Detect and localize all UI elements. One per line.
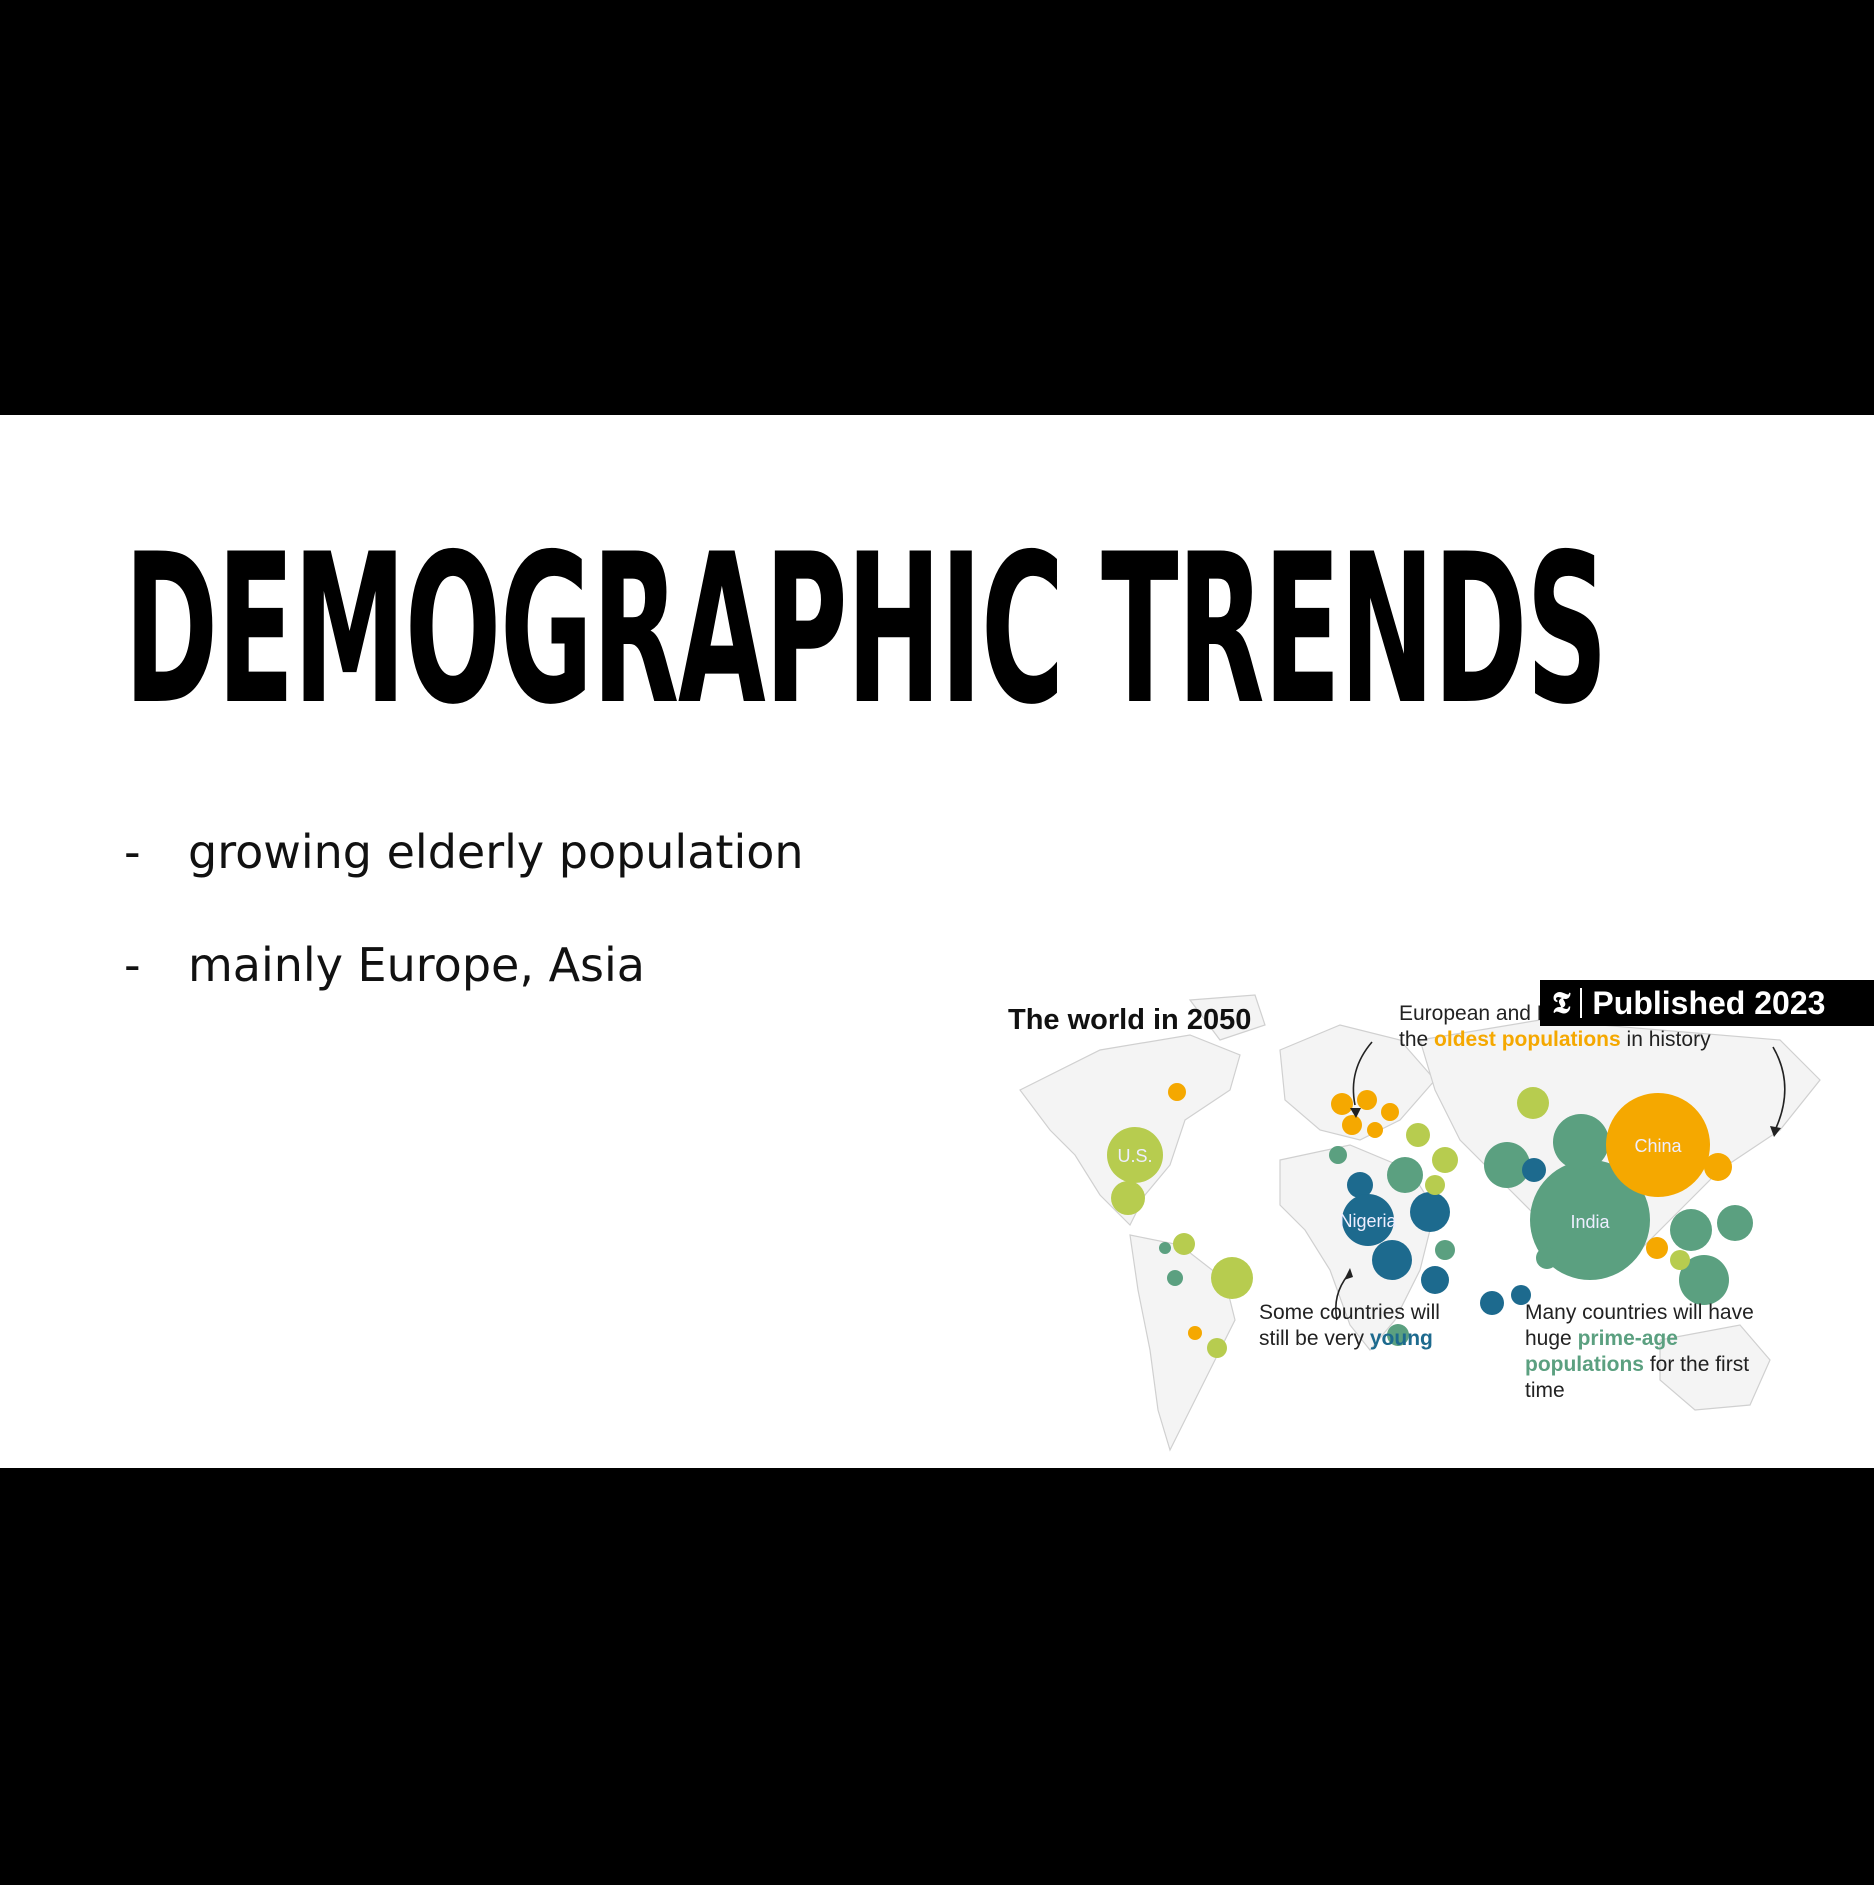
world-map-graphic: U.S. Nigeria (1019, 994, 1821, 1452)
world-map-image: U.S. Nigeria (980, 980, 1874, 1468)
annotation-text: in history (1620, 1028, 1711, 1051)
bubble (1536, 1247, 1558, 1269)
bubble (1188, 1326, 1202, 1340)
slide: DEMOGRAPHIC TRENDS - growing elderly pop… (0, 415, 1874, 1468)
bubble-label-us: U.S. (1117, 1146, 1152, 1166)
bubble (1421, 1266, 1449, 1294)
bubble (1173, 1233, 1195, 1255)
bubble (1480, 1291, 1504, 1315)
annotation-highlight-prime-age: prime-age populations (1525, 1327, 1678, 1376)
badge-text: Published 2023 (1592, 984, 1826, 1021)
bubble (1704, 1153, 1732, 1181)
bubble (1670, 1209, 1712, 1251)
bubble (1410, 1192, 1450, 1232)
arrow-to-east-asia (1772, 1046, 1786, 1129)
bubble-label-india: India (1570, 1212, 1610, 1232)
badge-divider (1580, 988, 1583, 1018)
bubble (1406, 1123, 1430, 1147)
bubble (1329, 1146, 1347, 1164)
bubble (1435, 1240, 1455, 1260)
bubble-chart: U.S. Nigeria (1107, 1083, 1753, 1358)
bubble (1522, 1158, 1546, 1182)
bubble (1168, 1083, 1186, 1101)
nyt-logo-icon: 𝕿 (1552, 985, 1571, 1021)
bubble (1381, 1103, 1399, 1121)
bubble (1347, 1172, 1373, 1198)
bubble (1511, 1285, 1531, 1305)
map-title: The world in 2050 (1008, 1004, 1252, 1036)
annotation-text: for the first time (1525, 1353, 1750, 1402)
annotation-highlight-young: young (1369, 1327, 1433, 1350)
bubble (1425, 1175, 1445, 1195)
bubble (1372, 1240, 1412, 1280)
bullet-list: - growing elderly population - mainly Eu… (124, 825, 804, 1051)
bubble-label-nigeria: Nigeria (1339, 1211, 1397, 1231)
arrow-to-europe (1352, 1041, 1373, 1106)
bullet-marker: - (124, 938, 141, 992)
annotation-young-countries: Some countries will still be very young (1259, 1300, 1459, 1352)
bubble (1530, 1160, 1650, 1280)
bubble (1111, 1181, 1145, 1215)
arrowheads (1344, 1108, 1781, 1280)
bubble (1387, 1324, 1409, 1346)
annotation-highlight-oldest: oldest populations (1434, 1028, 1621, 1051)
bubble (1679, 1255, 1729, 1305)
slide-title: DEMOGRAPHIC TRENDS (124, 509, 1608, 751)
bubble (1670, 1250, 1690, 1270)
bubble-label-china: China (1634, 1136, 1682, 1156)
bubble-us (1107, 1127, 1163, 1183)
annotation-prime-age: Many countries will have huge prime-age … (1525, 1300, 1765, 1404)
bubble (1517, 1087, 1549, 1119)
bubble (1367, 1122, 1383, 1138)
published-badge: 𝕿 Published 2023 (1540, 980, 1874, 1026)
bubble (1717, 1205, 1753, 1241)
bubble (1387, 1157, 1423, 1193)
bubble (1159, 1242, 1171, 1254)
bubble (1646, 1237, 1668, 1259)
bullet-text: growing elderly population (188, 825, 804, 879)
bubble (1207, 1338, 1227, 1358)
annotation-text: Many countries will have huge (1525, 1301, 1754, 1350)
bubble (1331, 1093, 1353, 1115)
bubble (1342, 1115, 1362, 1135)
bubble (1211, 1257, 1253, 1299)
bubble (1342, 1194, 1394, 1246)
annotation-text: Some countries will still be very (1259, 1301, 1440, 1350)
bullet-item: - mainly Europe, Asia (124, 938, 804, 1051)
bubble (1432, 1147, 1458, 1173)
bullet-text: mainly Europe, Asia (188, 938, 645, 992)
bubble (1553, 1114, 1609, 1170)
bubble (1484, 1142, 1530, 1188)
bullet-item: - growing elderly population (124, 825, 804, 938)
bubble (1357, 1090, 1377, 1110)
bubble (1167, 1270, 1183, 1286)
bullet-marker: - (124, 825, 141, 879)
bubble (1606, 1093, 1710, 1197)
